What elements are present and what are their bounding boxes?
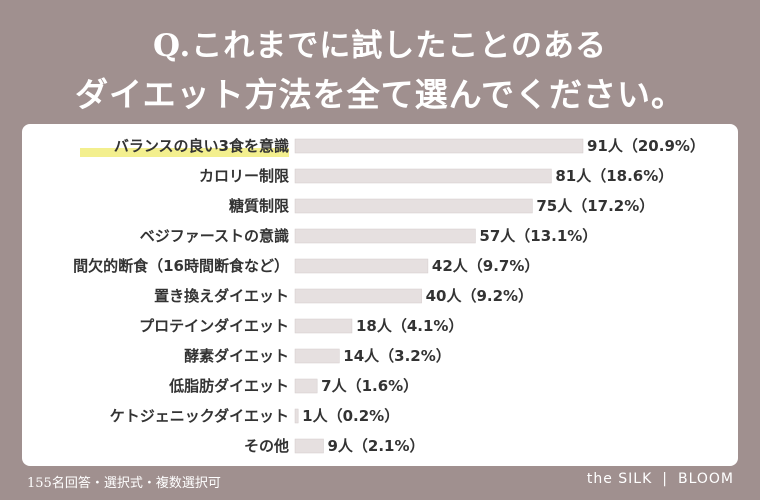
highlight-marker bbox=[80, 148, 289, 157]
brand-name-left: the SILK bbox=[586, 471, 653, 487]
bar-0 bbox=[294, 138, 584, 154]
category-label-2: 糖質制限 bbox=[229, 197, 289, 215]
value-label-7: 14人（3.2%） bbox=[343, 347, 450, 365]
category-label-0: バランスの良い3食を意識 bbox=[114, 137, 289, 155]
bar-2 bbox=[294, 198, 533, 214]
bar-chart: バランスの良い3食を意識 91人（20.9%） カロリー制限 81人（18.6%） 糖質… bbox=[73, 137, 705, 455]
value-label-3: 57人（13.1%） bbox=[479, 227, 597, 245]
brand-separator: | bbox=[662, 471, 668, 487]
bar-6 bbox=[294, 318, 353, 334]
brand-logo: the SILK | BLOOM bbox=[587, 471, 734, 487]
value-label-8: 7人（1.6%） bbox=[321, 377, 418, 395]
value-label-1: 81人（18.6%） bbox=[555, 167, 673, 185]
value-label-10: 9人（2.1%） bbox=[327, 437, 424, 455]
bar-8 bbox=[294, 378, 318, 394]
footer-note: 155名回答・選択式・複数選択可 bbox=[27, 476, 221, 491]
bar-9 bbox=[294, 408, 299, 424]
value-label-9: 1人（0.2%） bbox=[302, 407, 399, 425]
value-label-5: 40人（9.2%） bbox=[426, 287, 533, 305]
category-label-5: 置き換えダイエット bbox=[154, 287, 289, 305]
category-label-8: 低脂肪ダイエット bbox=[168, 377, 289, 395]
category-label-10: その他 bbox=[244, 437, 289, 455]
category-label-3: ベジファーストの意識 bbox=[140, 227, 289, 245]
bar-4 bbox=[294, 258, 429, 274]
brand-name-right: BLOOM bbox=[677, 471, 734, 487]
value-label-0: 91人（20.9%） bbox=[587, 137, 705, 155]
bar-10 bbox=[294, 438, 324, 454]
value-label-2: 75人（17.2%） bbox=[536, 197, 654, 215]
chart-panel: バランスの良い3食を意識 91人（20.9%） カロリー制限 81人（18.6%） 糖質… bbox=[22, 124, 738, 466]
category-label-4: 間欠的断食（16時間断食など） bbox=[73, 257, 289, 275]
category-label-7: 酵素ダイエット bbox=[184, 347, 289, 365]
value-label-6: 18人（4.1%） bbox=[356, 317, 463, 335]
bar-1 bbox=[294, 168, 552, 184]
chart-title-line2: ダイエット方法を全て選んでください。 bbox=[74, 75, 686, 114]
value-label-4: 42人（9.7%） bbox=[432, 257, 539, 275]
category-label-1: カロリー制限 bbox=[199, 167, 289, 185]
bar-7 bbox=[294, 348, 340, 364]
category-label-9: ケトジェニックダイエット bbox=[110, 407, 289, 425]
bar-5 bbox=[294, 288, 422, 304]
bar-3 bbox=[294, 228, 476, 244]
chart-title-line1: Q.これまでに試したことのある bbox=[153, 28, 607, 64]
category-label-6: プロテインダイエット bbox=[139, 317, 289, 335]
